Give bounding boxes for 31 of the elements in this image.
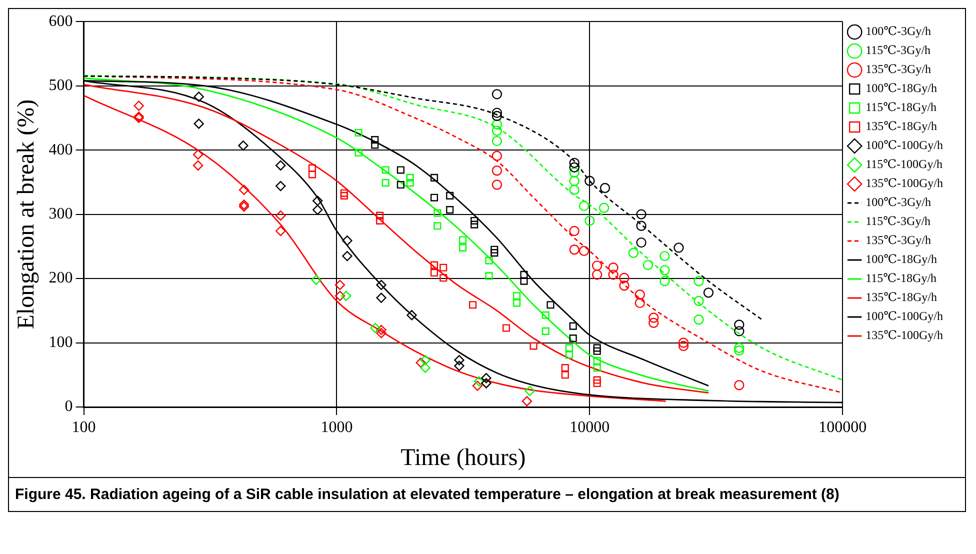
x-tick-label: 100000 <box>818 418 867 436</box>
y-tick-label: 400 <box>48 141 73 158</box>
y-tick-label: 300 <box>48 206 73 223</box>
legend-label: 115℃-3Gy/h <box>866 214 931 228</box>
x-tick-label: 100 <box>72 418 96 436</box>
legend-label: 135℃-18Gy/h <box>866 290 937 304</box>
legend-label: 100℃-100Gy/h <box>866 309 943 324</box>
legend-label: 100℃-3Gy/h <box>866 24 931 38</box>
legend-label: 135℃-3Gy/h <box>866 62 931 76</box>
legend-label: 135℃-100Gy/h <box>866 328 943 342</box>
y-tick-label: 200 <box>48 270 73 287</box>
legend-label: 115℃-18Gy/h <box>866 100 937 114</box>
x-axis-title: Time (hours) <box>400 444 526 471</box>
legend-label: 115℃-100Gy/h <box>866 157 943 172</box>
legend-label: 115℃-18Gy/h <box>866 271 937 286</box>
y-tick-label: 0 <box>64 398 73 416</box>
x-tick-label: 1000 <box>320 418 353 436</box>
y-axis-title: Elongation at break (%) <box>14 99 40 330</box>
legend-label: 100℃-18Gy/h <box>866 252 937 266</box>
y-tick-label: 100 <box>48 334 73 351</box>
legend-label: 115℃-3Gy/h <box>866 43 931 58</box>
y-tick-label: 600 <box>48 12 73 30</box>
legend-label: 100℃-100Gy/h <box>866 138 943 152</box>
caption: Figure 45. Radiation ageing of a SiR cable insulation at elevated temperature – elongation at break measurement (8) <box>9 477 965 511</box>
legend-label: 135℃-100Gy/h <box>866 176 943 190</box>
x-tick-label: 10000 <box>570 418 610 436</box>
legend-label: 135℃-3Gy/h <box>866 233 931 248</box>
legend-label: 100℃-18Gy/h <box>866 81 937 96</box>
y-tick-label: 500 <box>48 77 73 94</box>
legend-label: 135℃-18Gy/h <box>866 119 937 134</box>
legend-label: 100℃-3Gy/h <box>866 195 931 210</box>
